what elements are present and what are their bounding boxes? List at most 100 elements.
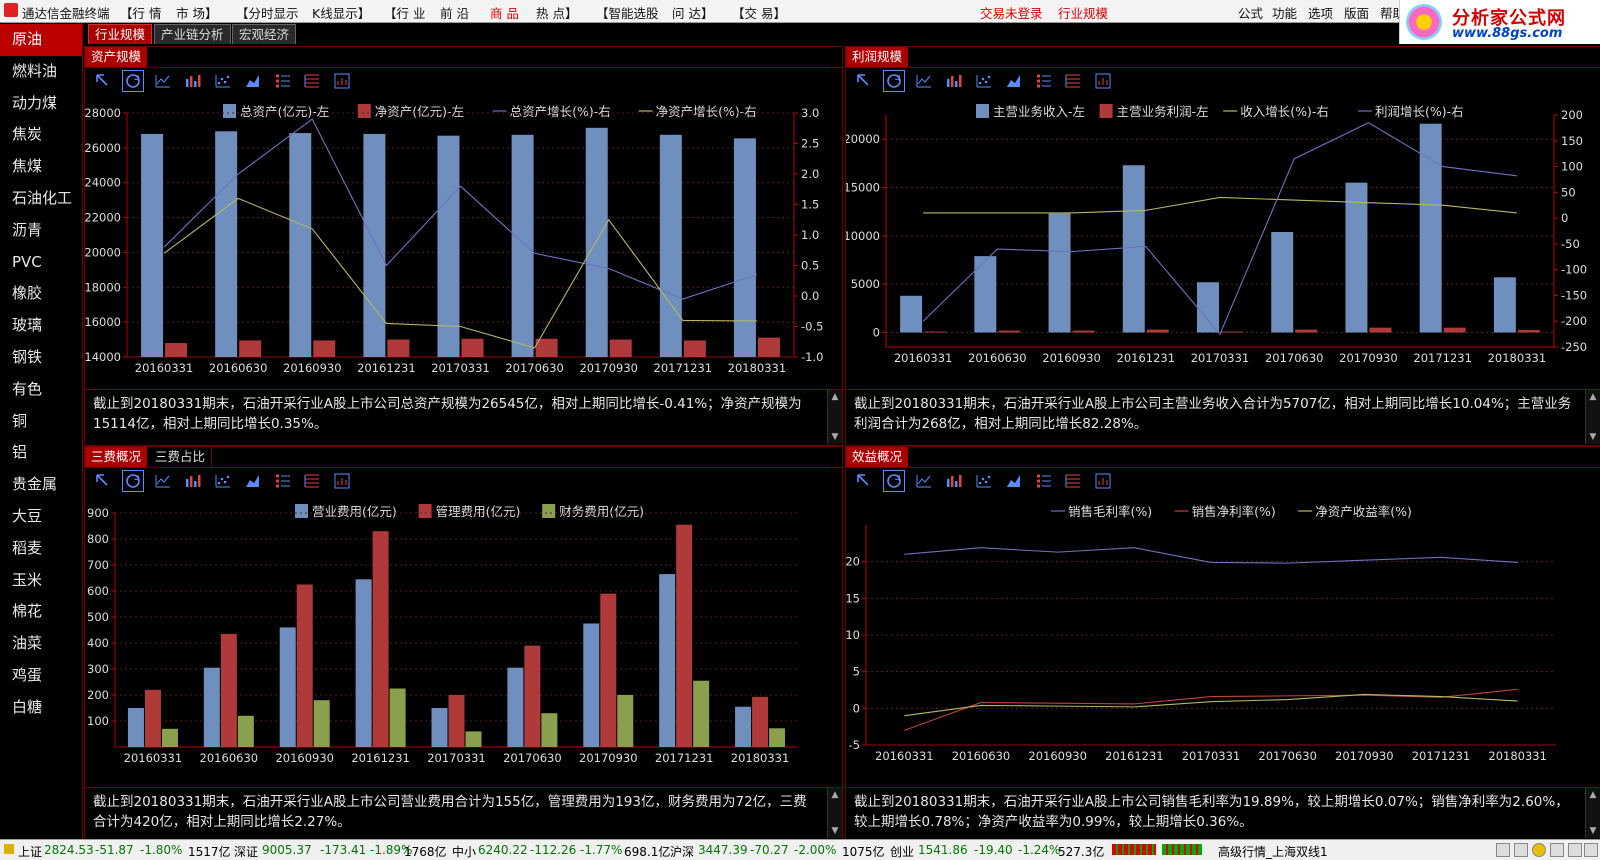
export-icon[interactable] xyxy=(332,471,352,491)
menu-formula[interactable]: 公式 xyxy=(1238,6,1264,21)
table-icon[interactable] xyxy=(302,71,322,91)
coin-icon[interactable] xyxy=(1532,843,1546,857)
menu-trade[interactable]: 【交 易】 xyxy=(732,6,786,21)
menu-layout[interactable]: 版面 xyxy=(1344,6,1370,21)
desc-scrollbar[interactable]: ▲ ▼ xyxy=(827,390,842,444)
menu-kline[interactable]: K线显示】 xyxy=(312,6,371,21)
scatter-icon[interactable] xyxy=(213,471,233,491)
sidebar-item[interactable]: 沥青 xyxy=(12,220,43,239)
sidebar-item[interactable]: 原油 xyxy=(0,24,82,56)
list-icon[interactable] xyxy=(273,71,293,91)
list-icon[interactable] xyxy=(273,471,293,491)
scroll-up-icon[interactable]: ▲ xyxy=(1589,790,1597,800)
bar-chart-icon[interactable] xyxy=(944,71,964,91)
trade-login-status[interactable]: 交易未登录 xyxy=(980,6,1043,21)
export-icon[interactable] xyxy=(1093,71,1113,91)
refresh-icon[interactable] xyxy=(122,470,144,492)
index-hs-name[interactable]: 沪深 xyxy=(670,845,695,859)
scroll-down-icon[interactable]: ▼ xyxy=(831,432,839,442)
sidebar-item[interactable]: 铜 xyxy=(12,411,28,430)
sidebar-item[interactable]: 玻璃 xyxy=(12,316,43,335)
area-chart-icon[interactable] xyxy=(1004,471,1024,491)
lock-icon[interactable] xyxy=(1550,843,1564,857)
sidebar-item[interactable]: 焦炭 xyxy=(12,125,43,144)
scroll-up-icon[interactable]: ▲ xyxy=(1589,392,1597,402)
menu-options[interactable]: 选项 xyxy=(1308,6,1334,21)
info-icon[interactable] xyxy=(1584,843,1598,857)
menu-function[interactable]: 功能 xyxy=(1272,6,1298,21)
sidebar-item[interactable]: 燃料油 xyxy=(12,61,58,80)
sidebar-item[interactable]: 焦煤 xyxy=(12,157,43,176)
menu-frontier[interactable]: 前 沿 xyxy=(440,6,469,21)
select-arrow-icon[interactable] xyxy=(854,71,874,91)
profit-scale-tab[interactable]: 利润规模 xyxy=(846,47,909,67)
sidebar-item[interactable]: 棉花 xyxy=(12,602,43,621)
scatter-icon[interactable] xyxy=(974,71,994,91)
desc-scrollbar[interactable]: ▲ ▼ xyxy=(1585,788,1600,838)
list-icon[interactable] xyxy=(1034,71,1054,91)
area-chart-icon[interactable] xyxy=(243,71,263,91)
expense-ratio-tab[interactable]: 三费占比 xyxy=(149,447,213,467)
menu-industry[interactable]: 【行 业 xyxy=(384,6,426,21)
refresh-icon[interactable] xyxy=(122,70,144,92)
menu-help[interactable]: 帮助 xyxy=(1380,6,1406,21)
sidebar-item[interactable]: 大豆 xyxy=(12,506,43,525)
line-chart-icon[interactable] xyxy=(914,471,934,491)
menu-timeshare[interactable]: 【分时显示 xyxy=(236,6,299,21)
index-cy-name[interactable]: 创业 xyxy=(890,845,915,859)
menu-quote[interactable]: 【行 情 xyxy=(120,6,162,21)
sidebar-item[interactable]: 玉米 xyxy=(12,570,43,589)
scroll-up-icon[interactable]: ▲ xyxy=(831,790,839,800)
select-arrow-icon[interactable] xyxy=(854,471,874,491)
window-icon[interactable] xyxy=(1514,843,1528,857)
area-chart-icon[interactable] xyxy=(243,471,263,491)
scroll-down-icon[interactable]: ▼ xyxy=(1589,432,1597,442)
index-zx-name[interactable]: 中小 xyxy=(452,845,477,859)
export-icon[interactable] xyxy=(332,71,352,91)
scroll-down-icon[interactable]: ▼ xyxy=(1589,826,1597,836)
server-status[interactable]: 高级行情_上海双线1 xyxy=(1218,845,1328,859)
select-arrow-icon[interactable] xyxy=(93,471,113,491)
expense-overview-tab[interactable]: 三费概况 xyxy=(85,447,148,467)
window-icon[interactable] xyxy=(1496,843,1510,857)
area-chart-icon[interactable] xyxy=(1004,71,1024,91)
table-icon[interactable] xyxy=(1063,471,1083,491)
bar-chart-icon[interactable] xyxy=(944,471,964,491)
bar-chart-icon[interactable] xyxy=(183,471,203,491)
menu-commodity[interactable]: 商 品 xyxy=(490,6,519,21)
sidebar-item[interactable]: 橡胶 xyxy=(12,284,43,303)
sidebar-item[interactable]: 铝 xyxy=(12,443,28,462)
line-chart-icon[interactable] xyxy=(153,471,173,491)
sidebar-item[interactable]: 鸡蛋 xyxy=(12,665,43,684)
bar-chart-icon[interactable] xyxy=(183,71,203,91)
table-icon[interactable] xyxy=(302,471,322,491)
scatter-icon[interactable] xyxy=(974,471,994,491)
menu-hotspot[interactable]: 热 点】 xyxy=(536,6,578,21)
menu-market[interactable]: 市 场】 xyxy=(176,6,218,21)
tab-macro[interactable]: 宏观经济 xyxy=(232,24,297,44)
line-chart-icon[interactable] xyxy=(914,71,934,91)
tab-industry-chain[interactable]: 产业链分析 xyxy=(154,24,231,44)
sidebar-item[interactable]: 贵金属 xyxy=(12,475,58,494)
refresh-icon[interactable] xyxy=(883,70,905,92)
line-chart-icon[interactable] xyxy=(153,71,173,91)
sidebar-item[interactable]: 钢铁 xyxy=(12,347,43,366)
sidebar-item[interactable]: 白糖 xyxy=(12,697,43,716)
sidebar-item[interactable]: 有色 xyxy=(12,379,43,398)
sidebar-item[interactable]: 动力煤 xyxy=(12,93,58,112)
table-icon[interactable] xyxy=(1063,71,1083,91)
scroll-up-icon[interactable]: ▲ xyxy=(831,392,839,402)
export-icon[interactable] xyxy=(1093,471,1113,491)
sidebar-item[interactable]: 稻麦 xyxy=(12,538,43,557)
menu-wenda[interactable]: 问 达】 xyxy=(672,6,714,21)
efficiency-overview-tab[interactable]: 效益概况 xyxy=(846,447,909,467)
settings-icon[interactable] xyxy=(1568,843,1582,857)
list-icon[interactable] xyxy=(1034,471,1054,491)
scatter-icon[interactable] xyxy=(213,71,233,91)
index-sh-name[interactable]: 上证 xyxy=(18,845,43,859)
select-arrow-icon[interactable] xyxy=(93,71,113,91)
sidebar-item[interactable]: 油菜 xyxy=(12,634,43,653)
index-sz-name[interactable]: 深证 xyxy=(234,845,259,859)
menu-smart-select[interactable]: 【智能选股 xyxy=(596,6,659,21)
sidebar-item[interactable]: PVC xyxy=(12,252,42,271)
